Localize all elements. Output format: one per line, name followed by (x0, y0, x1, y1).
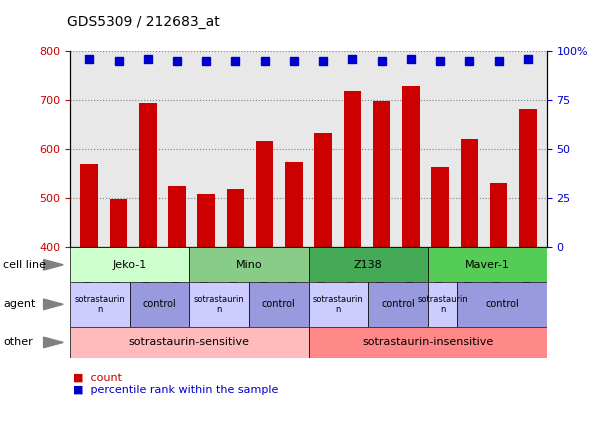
Text: Maver-1: Maver-1 (465, 260, 510, 270)
Bar (227, 190, 244, 247)
Bar (189, 247, 309, 282)
Polygon shape (43, 337, 64, 348)
Bar (519, 109, 536, 247)
Bar (81, 164, 98, 247)
Bar (431, 168, 449, 247)
Text: sotrastaurin
n: sotrastaurin n (417, 295, 468, 314)
Bar (458, 282, 547, 327)
Bar (490, 183, 507, 247)
Text: control: control (143, 299, 177, 309)
Bar (70, 327, 309, 358)
Bar (461, 139, 478, 247)
Polygon shape (43, 299, 64, 310)
Bar (285, 162, 302, 247)
Text: GDS5309 / 212683_at: GDS5309 / 212683_at (67, 15, 220, 29)
Bar (139, 103, 156, 247)
Bar (110, 199, 127, 247)
Bar (197, 194, 215, 247)
Bar (70, 282, 130, 327)
Text: sotrastaurin
n: sotrastaurin n (313, 295, 364, 314)
Text: cell line: cell line (3, 260, 46, 270)
Text: other: other (3, 338, 33, 347)
Bar (249, 282, 309, 327)
Text: ■  count: ■ count (73, 372, 122, 382)
Bar (189, 282, 249, 327)
Text: sotrastaurin
n: sotrastaurin n (194, 295, 244, 314)
Bar (343, 91, 361, 247)
Bar (373, 102, 390, 247)
Bar (168, 187, 186, 247)
Text: control: control (381, 299, 415, 309)
Text: Jeko-1: Jeko-1 (112, 260, 147, 270)
Bar (70, 247, 189, 282)
Text: Mino: Mino (236, 260, 262, 270)
Text: sotrastaurin
n: sotrastaurin n (75, 295, 125, 314)
Text: ■  percentile rank within the sample: ■ percentile rank within the sample (73, 385, 279, 395)
Polygon shape (43, 260, 64, 270)
Text: control: control (262, 299, 296, 309)
Bar (315, 133, 332, 247)
Bar (130, 282, 189, 327)
Bar (402, 86, 420, 247)
Text: Z138: Z138 (354, 260, 382, 270)
Bar (368, 282, 428, 327)
Bar (256, 141, 274, 247)
Text: sotrastaurin-sensitive: sotrastaurin-sensitive (129, 338, 250, 347)
Text: agent: agent (3, 299, 35, 309)
Bar (309, 282, 368, 327)
Text: sotrastaurin-insensitive: sotrastaurin-insensitive (362, 338, 493, 347)
Bar (309, 327, 547, 358)
Bar (309, 247, 428, 282)
Bar (428, 247, 547, 282)
Bar (428, 282, 458, 327)
Text: control: control (485, 299, 519, 309)
